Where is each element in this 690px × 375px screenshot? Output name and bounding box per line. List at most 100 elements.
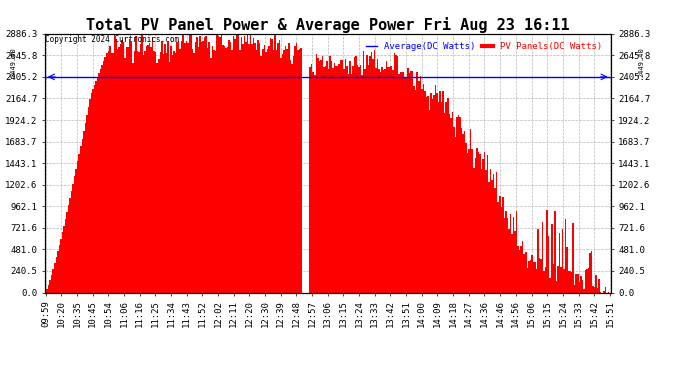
Bar [421,89,422,292]
Bar [592,286,594,292]
Bar [147,45,149,292]
Bar [206,36,207,292]
Bar [175,53,177,292]
Bar [144,51,146,292]
Bar [186,41,187,292]
Bar [217,36,219,292]
Bar [427,96,428,292]
Bar [348,74,349,292]
Bar [83,131,85,292]
Bar [412,71,413,292]
Bar [577,274,578,292]
Bar [219,37,221,292]
Bar [159,52,161,292]
Bar [92,89,94,292]
Bar [320,60,322,292]
Bar [182,34,184,292]
Bar [248,44,250,292]
Bar [311,64,313,292]
Bar [81,139,83,292]
Bar [484,152,485,292]
Bar [335,66,337,292]
Bar [169,62,170,292]
Bar [155,52,157,292]
Bar [493,174,495,292]
Bar [528,261,530,292]
Bar [415,90,417,292]
Title: Total PV Panel Power & Average Power Fri Aug 23 16:11: Total PV Panel Power & Average Power Fri… [86,16,569,33]
Bar [342,60,343,292]
Bar [121,40,123,292]
Bar [516,211,518,292]
Bar [317,58,319,292]
Bar [514,231,516,292]
Bar [469,149,470,292]
Bar [543,272,545,292]
Bar [505,211,506,292]
Bar [109,46,110,292]
Bar [157,63,158,292]
Bar [313,72,314,292]
Bar [279,40,280,292]
Bar [578,282,580,292]
Bar [247,34,248,292]
Bar [448,114,450,292]
Bar [580,276,582,292]
Bar [224,46,226,292]
Bar [604,287,606,292]
Bar [204,37,206,292]
Bar [198,47,199,292]
Bar [257,40,259,292]
Bar [533,261,534,292]
Bar [363,51,364,292]
Bar [511,234,513,292]
Bar [352,66,354,292]
Bar [226,48,227,292]
Bar [397,56,398,292]
Bar [164,44,166,292]
Bar [250,34,251,292]
Bar [435,85,436,292]
Bar [426,97,427,292]
Bar [518,246,519,292]
Bar [467,153,469,292]
Bar [504,218,505,292]
Bar [48,285,50,292]
Bar [188,35,190,292]
Bar [63,225,65,292]
Bar [210,58,212,292]
Bar [288,43,290,292]
Bar [117,48,118,292]
Bar [51,274,52,292]
Bar [61,232,63,292]
Bar [349,61,351,292]
Bar [315,54,317,292]
Bar [239,50,241,292]
Bar [103,61,104,292]
Bar [546,210,548,292]
Bar [440,90,441,292]
Bar [251,44,253,292]
Bar [202,41,204,292]
Bar [389,68,391,292]
Bar [460,117,461,292]
Bar [178,41,179,292]
Bar [447,98,448,292]
Bar [530,260,531,292]
Bar [138,52,139,292]
Bar [265,52,266,292]
Bar [329,56,331,292]
Bar [259,44,260,292]
Bar [476,148,477,292]
Bar [280,58,282,292]
Bar [79,154,80,292]
Bar [108,51,109,292]
Bar [391,66,392,292]
Bar [549,278,551,292]
Bar [101,65,103,292]
Bar [333,68,334,292]
Legend: Average(DC Watts), PV Panels(DC Watts): Average(DC Watts), PV Panels(DC Watts) [362,38,606,54]
Bar [339,64,340,292]
Bar [404,77,406,292]
Bar [215,51,216,292]
